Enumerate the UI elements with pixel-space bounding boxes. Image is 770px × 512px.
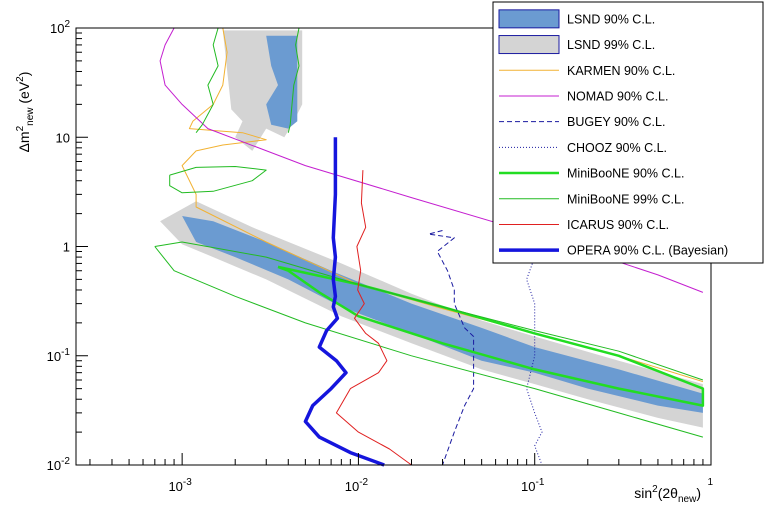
x-tick-label: 10-2 bbox=[345, 477, 369, 494]
series-miniboone-99-c-l-island bbox=[169, 166, 267, 194]
legend: LSND 90% C.L. LSND 99% C.L. KARMEN 90% C.L… bbox=[492, 1, 764, 264]
axis-ticks bbox=[76, 27, 712, 466]
series-bugey-90-c-l bbox=[428, 230, 475, 466]
series-icarus-90-c-l bbox=[335, 170, 412, 466]
x-tick-label: 10-1 bbox=[521, 477, 545, 494]
legend-label-miniboone-90-c-l: MiniBooNE 90% C.L. bbox=[567, 167, 684, 181]
y-tick-label: 10-1 bbox=[47, 347, 71, 364]
series-miniboone-99-c-l bbox=[154, 246, 704, 438]
y-tick-label: 1 bbox=[63, 240, 70, 255]
y-tick-label: 102 bbox=[50, 19, 70, 36]
x-tick-label: 10-3 bbox=[168, 477, 192, 494]
legend-label-icarus-90-c-l: ICARUS 90% C.L. bbox=[567, 218, 669, 232]
legend-label-bugey-90-c-l: BUGEY 90% C.L. bbox=[567, 115, 665, 129]
axis-tick-labels: 10-3 10-2 10-1 1 102 10 1 10-1 10-2 bbox=[47, 19, 714, 494]
y-axis-title: Δm2new (eV2) bbox=[15, 72, 36, 153]
band-lsnd-90-c-l-high bbox=[266, 35, 298, 129]
legend-label-opera-90-c-l-bayesian: OPERA 90% C.L. (Bayesian) bbox=[567, 244, 728, 258]
legend-label-nomad-90-c-l: NOMAD 90% C.L. bbox=[567, 89, 668, 103]
series-chooz-90-c-l bbox=[526, 234, 543, 466]
series-miniboone-99-c-l-right bbox=[287, 27, 300, 133]
x-axis-title: sin2(2θnew) bbox=[634, 484, 701, 505]
y-tick-label: 10 bbox=[56, 130, 70, 145]
legend-label-lsnd-99-c-l: LSND 99% C.L. bbox=[567, 38, 655, 52]
band-lsnd-90-c-l bbox=[182, 216, 703, 413]
legend-swatch-lsnd-90-c-l bbox=[498, 9, 560, 29]
series-opera-90-c-l-bayesian bbox=[303, 137, 385, 467]
series-miniboone-99-c-l-left bbox=[195, 27, 219, 134]
series-miniboone-99-c-l-upper bbox=[154, 241, 704, 381]
legend-label-miniboone-99-c-l: MiniBooNE 99% C.L. bbox=[567, 192, 684, 206]
legend-label-karmen-90-c-l: KARMEN 90% C.L. bbox=[567, 64, 675, 78]
y-tick-label: 10-2 bbox=[47, 456, 71, 473]
legend-label-chooz-90-c-l: CHOOZ 90% C.L. bbox=[567, 141, 667, 155]
x-tick-label: 1 bbox=[707, 477, 713, 488]
contour-bands bbox=[160, 30, 703, 428]
legend-swatch-lsnd-99-c-l bbox=[498, 35, 560, 55]
legend-label-lsnd-90-c-l: LSND 90% C.L. bbox=[567, 12, 655, 26]
